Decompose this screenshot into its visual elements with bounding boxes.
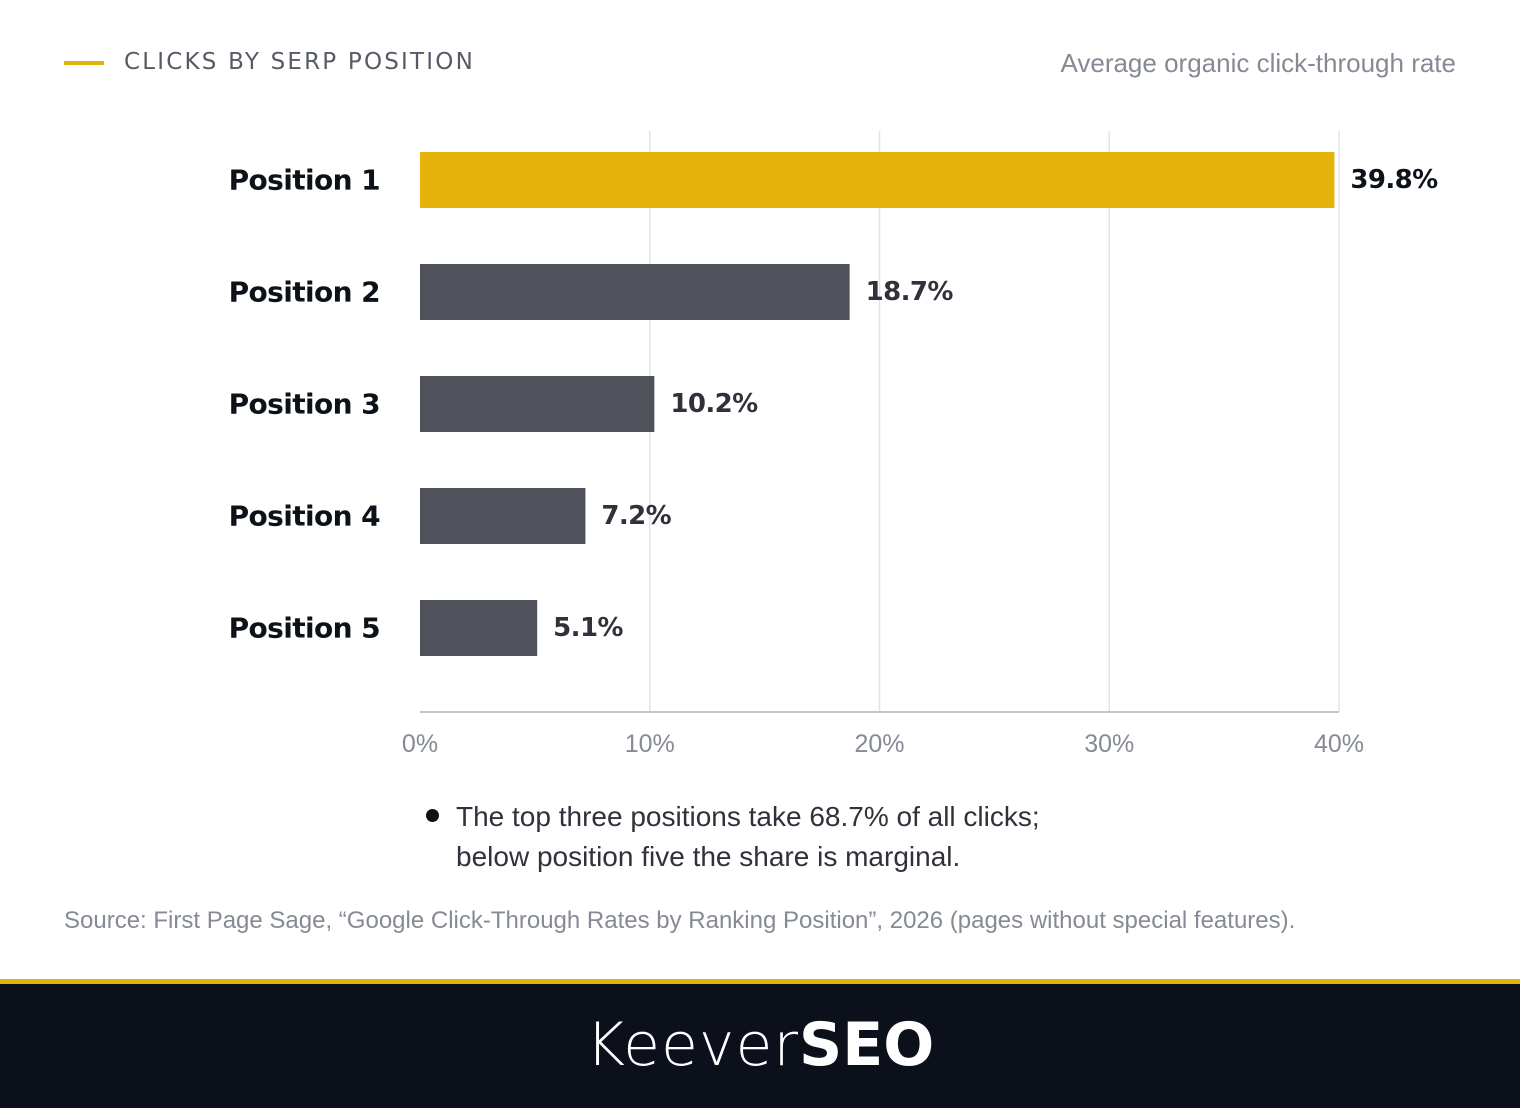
chart-title: CLICKS BY SERP POSITION xyxy=(124,49,475,75)
category-label: Position 4 xyxy=(229,500,381,533)
bar xyxy=(420,600,538,656)
footer-bar xyxy=(0,984,1520,1108)
x-tick-label: 20% xyxy=(854,730,904,758)
value-label: 18.7% xyxy=(866,277,954,307)
x-tick-label: 30% xyxy=(1084,730,1134,758)
source-citation: Source: First Page Sage, “Google Click-T… xyxy=(64,907,1296,934)
category-label: Position 5 xyxy=(229,612,380,645)
chart-subtitle: Average organic click-through rate xyxy=(1060,48,1456,78)
note-line: The top three positions take 68.7% of al… xyxy=(456,801,1040,832)
note-bullet xyxy=(426,809,439,822)
x-tick-label: 40% xyxy=(1314,730,1364,758)
category-label: Position 3 xyxy=(229,388,380,421)
footer-accent-rule xyxy=(0,979,1520,984)
bar xyxy=(420,152,1335,208)
chart-note: The top three positions take 68.7% of al… xyxy=(456,797,1040,877)
value-label: 10.2% xyxy=(670,389,758,419)
bar xyxy=(420,488,586,544)
brand-logo: KeeverSEO xyxy=(0,1013,1520,1077)
bar-chart: Position 1 39.8% Position 2 18.7% Position 3… xyxy=(229,131,1439,758)
logo-wordmark-light: Keever xyxy=(585,1010,800,1080)
logo-wordmark-bold: SEO xyxy=(799,1010,935,1080)
x-tick-label: 0% xyxy=(402,730,438,758)
header-accent-line xyxy=(64,61,104,65)
note-line: below position five the share is margina… xyxy=(456,841,961,872)
category-label: Position 2 xyxy=(229,276,380,309)
value-label: 5.1% xyxy=(553,613,623,643)
x-tick-label: 10% xyxy=(625,730,675,758)
value-label: 39.8% xyxy=(1350,165,1438,195)
value-label: 7.2% xyxy=(601,501,671,531)
category-label: Position 1 xyxy=(229,164,380,197)
bar xyxy=(420,376,655,432)
bar xyxy=(420,264,850,320)
